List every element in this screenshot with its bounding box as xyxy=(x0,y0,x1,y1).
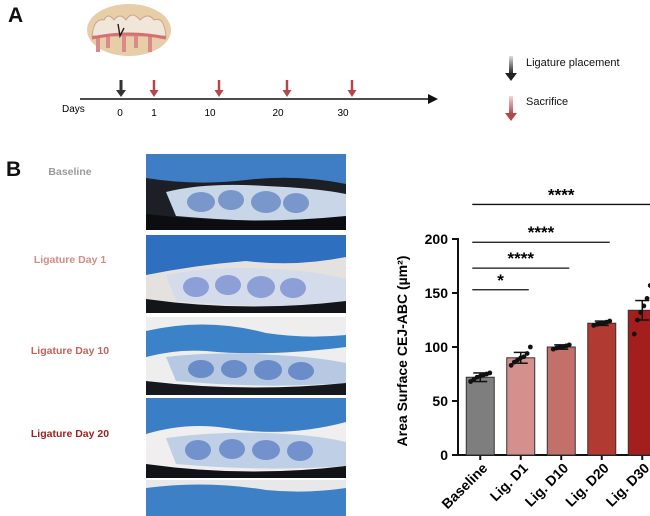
y-tick-label: 100 xyxy=(425,339,449,355)
timeline: Days 0 1 10 20 30 xyxy=(62,80,438,119)
y-tick-label: 0 xyxy=(440,447,448,463)
jaw-photo-day20 xyxy=(146,398,346,478)
legend-sacrifice: Sacrifice xyxy=(526,96,569,108)
arrow-down-icon xyxy=(505,96,517,121)
photo-label-day1: Ligature Day 1 xyxy=(33,254,107,266)
photo-label-day20: Ligature Day 20 xyxy=(30,428,110,440)
data-point xyxy=(635,317,640,323)
jaw-photo-day30 xyxy=(146,480,346,516)
arrow-down-icon xyxy=(505,56,517,81)
jaw-photo-day1 xyxy=(146,235,346,313)
data-point xyxy=(641,303,647,309)
data-point xyxy=(638,310,644,315)
tick-label: 1 xyxy=(151,108,157,119)
tooth-illustration xyxy=(87,4,171,56)
y-axis-label: Area Surface CEJ-ABC (µm²) xyxy=(394,256,410,447)
data-point xyxy=(647,283,650,288)
data-point xyxy=(524,351,530,356)
days-label: Days xyxy=(62,104,85,115)
bar xyxy=(587,322,617,456)
legend-ligature-placement: Ligature placement xyxy=(526,57,620,69)
data-point xyxy=(644,296,650,301)
y-tick-label: 50 xyxy=(432,393,448,409)
jaw-photo-baseline xyxy=(146,154,346,230)
tick-label: 10 xyxy=(204,108,216,119)
significance-label: **** xyxy=(528,223,555,242)
significance-label: **** xyxy=(548,185,575,204)
bar xyxy=(627,309,650,456)
data-point xyxy=(527,344,533,350)
tick-label: 20 xyxy=(272,108,284,119)
sacrifice-arrows xyxy=(149,80,357,97)
tick-label: 30 xyxy=(337,108,349,119)
panel-a-letter: A xyxy=(8,4,24,27)
x-tick-label: Lig. D30 xyxy=(603,460,650,510)
data-point xyxy=(607,318,613,324)
x-tick-label: Baseline xyxy=(438,460,490,512)
data-point xyxy=(508,362,514,368)
data-point xyxy=(521,354,527,360)
x-tick-label: Lig. D10 xyxy=(522,460,572,510)
significance-label: * xyxy=(497,271,504,290)
data-point xyxy=(631,331,637,337)
timeline-arrowhead xyxy=(428,94,438,104)
bar xyxy=(465,376,495,456)
x-tick-label: Lig. D20 xyxy=(562,460,612,510)
y-tick-label: 200 xyxy=(425,231,449,247)
jaw-photo-day10 xyxy=(146,317,346,395)
ligature-arrow xyxy=(116,80,126,97)
bar xyxy=(546,346,576,456)
panel-b-letter: B xyxy=(6,158,22,181)
data-point xyxy=(487,370,493,376)
y-tick-label: 150 xyxy=(425,285,449,301)
bar xyxy=(506,357,536,456)
significance-label: **** xyxy=(508,249,535,268)
photo-label-baseline: Baseline xyxy=(48,166,92,178)
photo-label-day10: Ligature Day 10 xyxy=(30,345,110,357)
data-point xyxy=(566,342,572,348)
tick-label: 0 xyxy=(117,108,123,119)
